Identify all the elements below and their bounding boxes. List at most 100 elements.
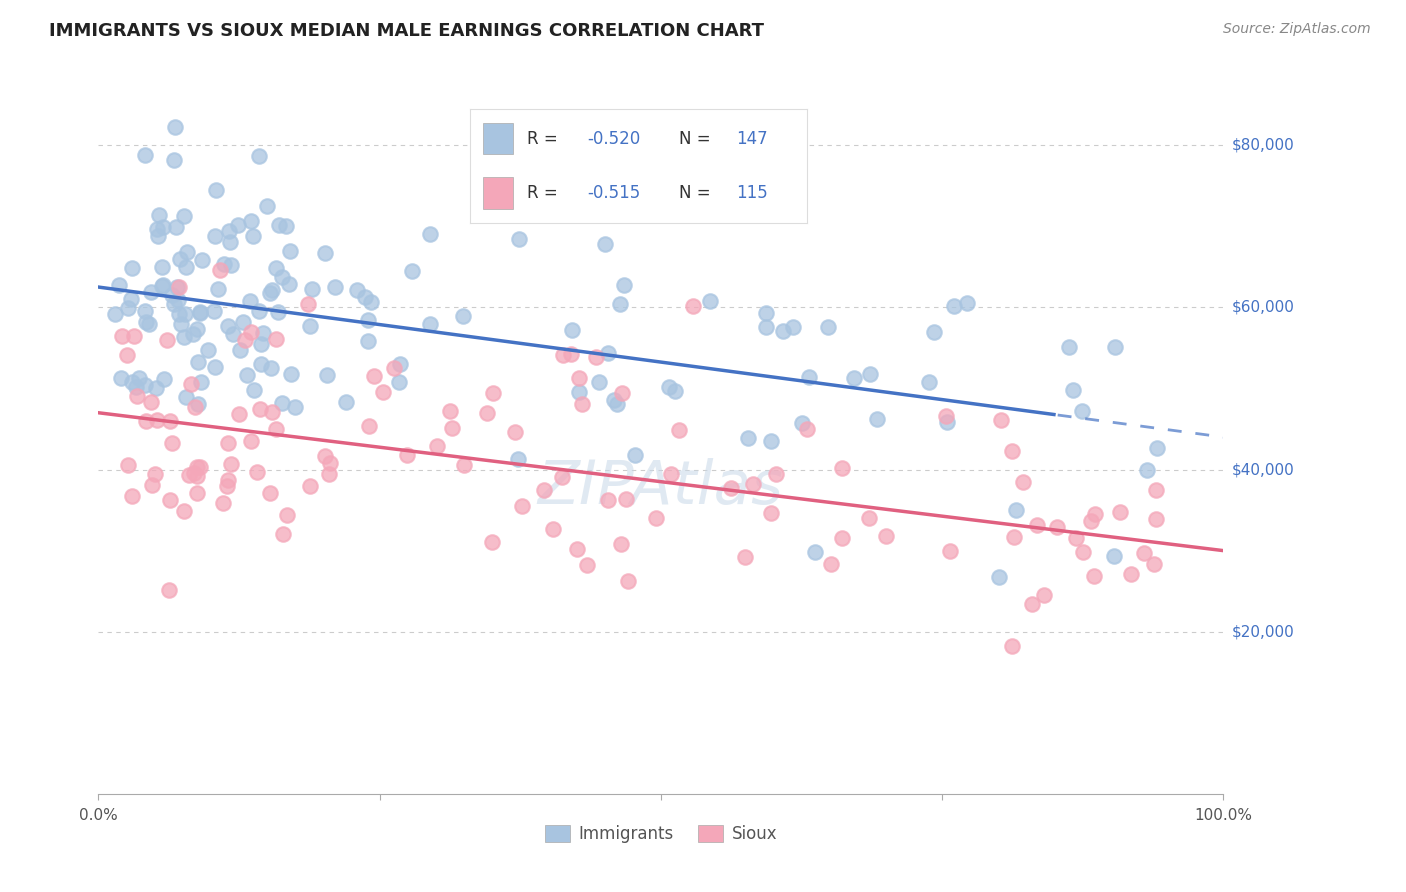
Point xyxy=(187,397,209,411)
Point xyxy=(222,326,245,341)
Point xyxy=(165,120,187,135)
Point xyxy=(217,319,239,334)
Point xyxy=(1012,475,1035,489)
Point xyxy=(796,422,818,436)
Point xyxy=(682,300,704,314)
Point xyxy=(240,214,263,228)
Point xyxy=(173,209,195,223)
Point xyxy=(204,359,226,374)
Point xyxy=(614,492,637,507)
Point xyxy=(610,536,633,550)
Point xyxy=(599,167,621,181)
Point xyxy=(264,422,287,436)
Point xyxy=(141,285,163,299)
Point xyxy=(990,412,1012,426)
Point xyxy=(609,296,631,310)
Point xyxy=(202,303,225,318)
Point xyxy=(598,346,620,360)
Point xyxy=(141,394,163,409)
Point xyxy=(858,511,880,525)
Point xyxy=(664,384,686,398)
Point xyxy=(1104,340,1126,354)
Point xyxy=(1064,532,1087,546)
Point xyxy=(240,325,263,339)
Point xyxy=(1021,597,1043,611)
Point xyxy=(737,431,759,445)
Point xyxy=(790,417,813,431)
Point xyxy=(271,270,294,285)
Point xyxy=(283,400,305,414)
Point xyxy=(624,448,647,462)
Point xyxy=(134,304,156,318)
Point xyxy=(166,280,188,294)
Point xyxy=(146,229,169,244)
Point xyxy=(1071,404,1094,418)
Point xyxy=(668,423,690,437)
Point xyxy=(659,467,682,482)
Point xyxy=(831,532,853,546)
Point xyxy=(1146,442,1168,456)
Point xyxy=(318,467,340,481)
Text: ZIPAtlas: ZIPAtlas xyxy=(538,458,783,516)
Point xyxy=(184,400,207,414)
Point xyxy=(803,545,825,559)
Point xyxy=(176,244,198,259)
Point xyxy=(209,263,232,277)
Point xyxy=(759,506,782,520)
Point xyxy=(180,377,202,392)
Point xyxy=(271,526,294,541)
Point xyxy=(110,329,132,343)
Point xyxy=(260,405,283,419)
Point xyxy=(219,258,242,272)
Point xyxy=(163,153,186,167)
Point xyxy=(551,348,574,362)
Point xyxy=(243,384,266,398)
Point xyxy=(259,486,281,500)
Point xyxy=(1136,463,1159,477)
Text: Source: ZipAtlas.com: Source: ZipAtlas.com xyxy=(1223,22,1371,37)
Point xyxy=(1080,515,1102,529)
Point xyxy=(120,292,142,306)
Point xyxy=(363,368,385,383)
Point xyxy=(256,199,278,213)
Point xyxy=(645,511,668,525)
Point xyxy=(152,278,174,293)
Point xyxy=(160,288,183,302)
Point xyxy=(173,330,195,344)
Point xyxy=(561,323,583,337)
Point xyxy=(141,477,163,491)
Point xyxy=(197,343,219,357)
Point xyxy=(205,183,228,197)
Point xyxy=(217,436,239,450)
Point xyxy=(988,569,1011,583)
Point xyxy=(1102,549,1125,563)
Point xyxy=(249,402,271,417)
Point xyxy=(568,371,591,385)
Point xyxy=(170,317,193,331)
Point xyxy=(159,492,181,507)
Point xyxy=(755,319,778,334)
Point xyxy=(159,414,181,428)
Point xyxy=(482,386,505,401)
Point xyxy=(533,483,555,498)
Point xyxy=(1108,505,1130,519)
Point xyxy=(121,260,143,275)
Text: $40,000: $40,000 xyxy=(1232,462,1295,477)
Point xyxy=(844,371,866,385)
Point xyxy=(382,360,405,375)
Point xyxy=(135,414,157,428)
Point xyxy=(212,496,235,510)
Point xyxy=(439,403,461,417)
Point xyxy=(217,474,239,488)
Point xyxy=(1059,340,1081,354)
Point xyxy=(475,406,498,420)
Point xyxy=(156,333,179,347)
Point xyxy=(219,457,242,471)
Point xyxy=(117,301,139,315)
Point xyxy=(242,228,264,243)
Point xyxy=(1001,640,1024,654)
Point xyxy=(560,347,582,361)
Point xyxy=(617,574,640,589)
Point xyxy=(481,534,503,549)
Point xyxy=(174,260,197,274)
